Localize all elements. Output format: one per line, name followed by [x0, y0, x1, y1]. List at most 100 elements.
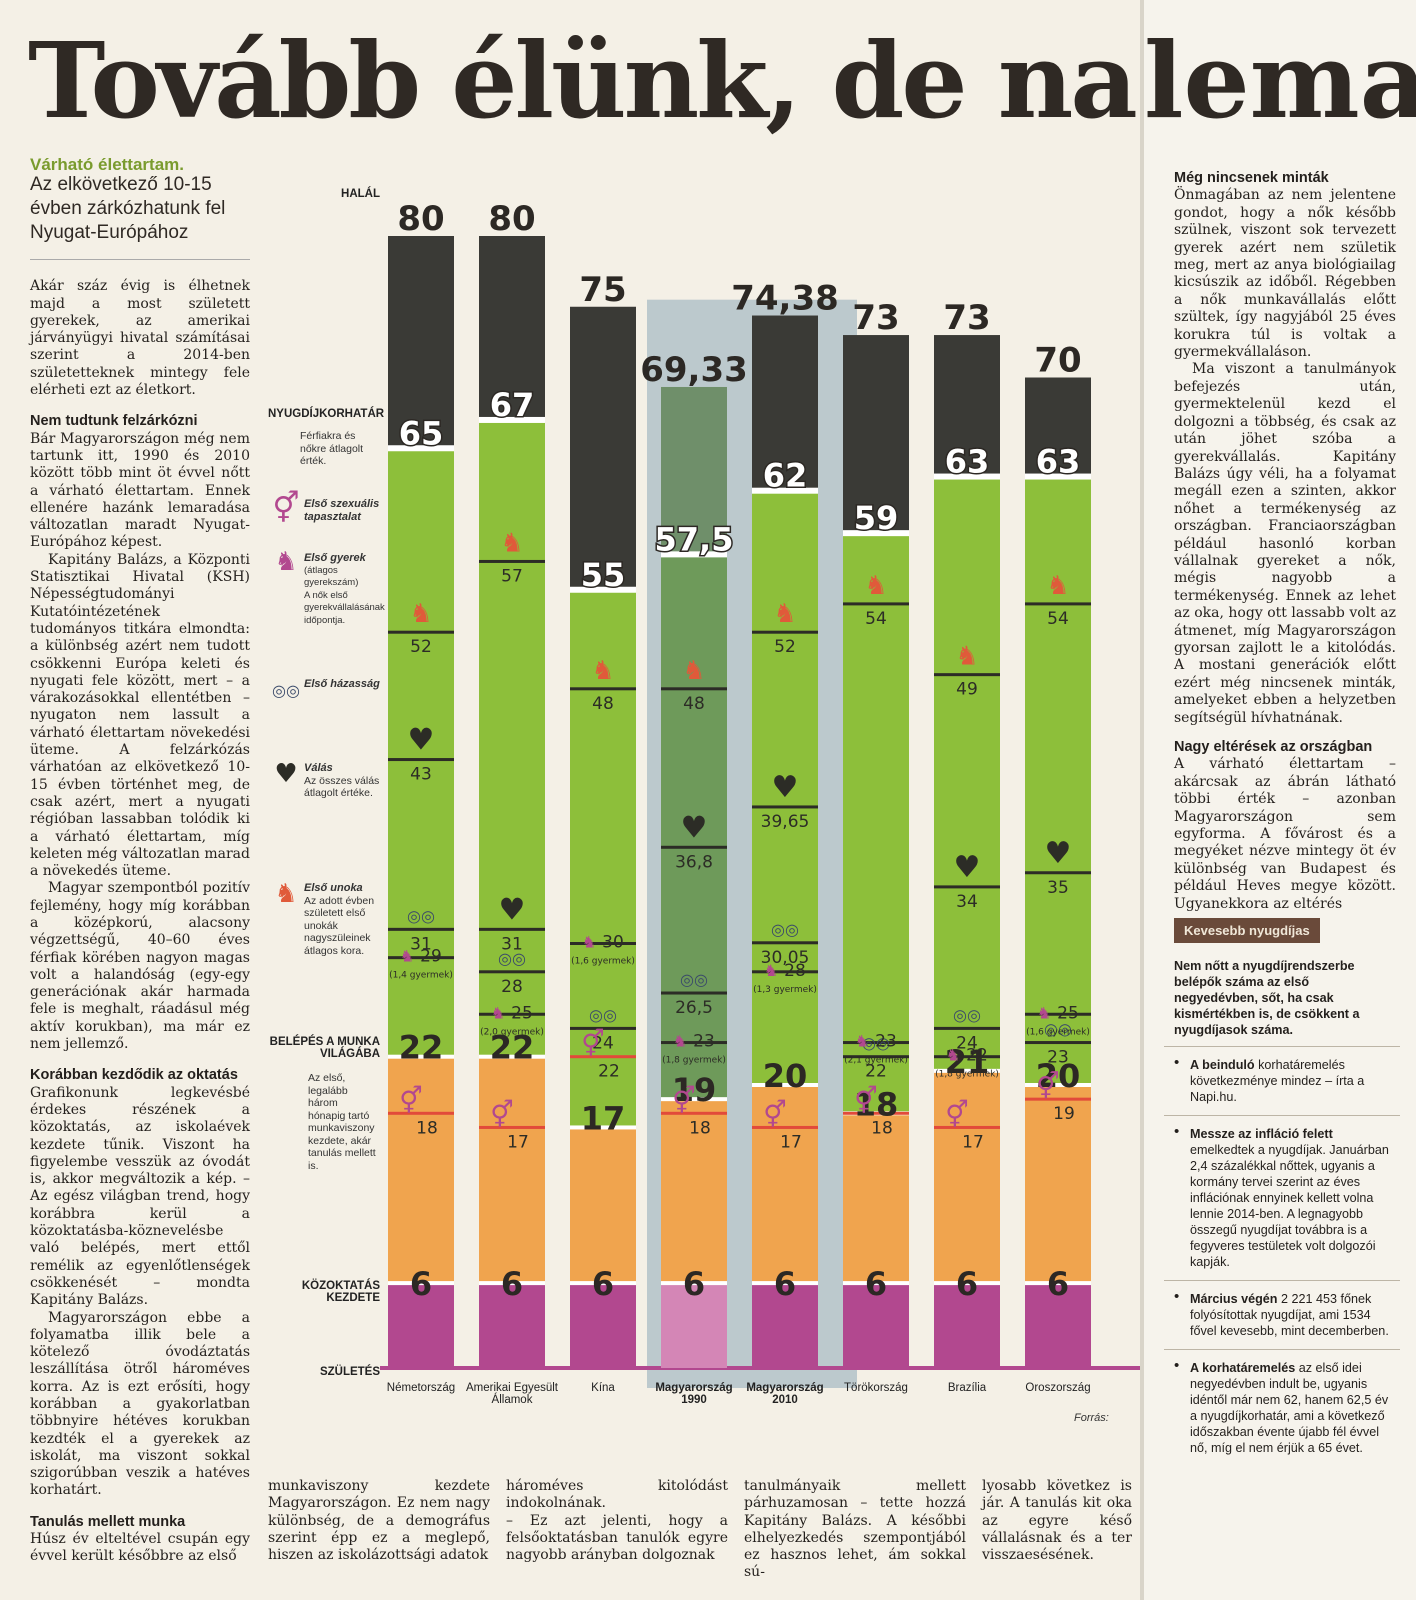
legend-stroller-icon: ♞ [274, 547, 297, 577]
country-label: Magyarország 2010 [746, 1382, 824, 1406]
country-label: Brazília [947, 1382, 987, 1394]
grandchild-label: 23 [693, 1032, 715, 1052]
grandchild-stroller-icon: ♞ [491, 1003, 505, 1022]
bar-segment-death [570, 306, 636, 590]
nyugdij-note: Férfiakra és nőkre átlagolt érték. [300, 430, 364, 467]
first-sex-line [1025, 1097, 1091, 1101]
first-sex-line [752, 1125, 818, 1129]
stroller-icon: ♞ [682, 656, 705, 686]
subheading: Korábban kezdődik az oktatás [30, 1067, 238, 1084]
first-child-line [1025, 602, 1091, 606]
bar-segment-death [934, 335, 1000, 477]
bar-segment-childhood [752, 1283, 818, 1368]
work-start-label: 18 [854, 1085, 899, 1123]
bar-segment-study [843, 1113, 909, 1284]
gender-icon: ⚥ [581, 1029, 604, 1060]
country-label: Magyarország 1990 [655, 1382, 733, 1406]
work-start-label: 17 [581, 1099, 626, 1137]
marriage-label: 24 [956, 1033, 978, 1053]
first-child-label: 48 [592, 694, 614, 714]
right-column: lemar Még nincsenek minták Önmagában az … [1140, 0, 1416, 1600]
death-age-label: 73 [852, 298, 899, 338]
work-separator [934, 1068, 1000, 1073]
first-child-label: 48 [683, 694, 705, 714]
paragraph: A várható élettartam – akárcsak az ábrán… [1174, 756, 1396, 912]
box-lead: Nem nőtt a nyugdíjrendszerbe belépők szá… [1174, 959, 1360, 1037]
first-child-line [843, 602, 909, 606]
marriage-line [752, 941, 818, 945]
broken-heart-icon: ♥ [681, 810, 708, 845]
bar-segment-study [661, 1099, 727, 1284]
marriage-line [843, 1055, 909, 1059]
grandchild-line [479, 1012, 545, 1016]
rings-icon: ◎◎ [953, 1005, 981, 1024]
divorce-line [752, 805, 818, 809]
marriage-line [479, 970, 545, 974]
stroller-icon: ♞ [1046, 571, 1069, 601]
bar-segment-childhood [570, 1283, 636, 1368]
bar-segment-childhood [661, 1283, 727, 1368]
death-age-label: 80 [488, 199, 535, 239]
grandchild-note: (1,6 gyermek) [571, 957, 635, 967]
box-bullet: Messze az infláció felett emelkedtek a n… [1164, 1115, 1400, 1280]
row-label-szuletes: SZÜLETÉS [319, 1366, 380, 1378]
grandchild-label: 25 [511, 1003, 533, 1023]
first-sex-label: 18 [689, 1118, 711, 1138]
row-label-kozoktatas: KÖZOKTATÁS KEZDETE [301, 1280, 380, 1304]
grandchild-line [1025, 1012, 1091, 1016]
divorce-line [934, 885, 1000, 889]
bottom-column-2: hároméves kitolódást indokolnának. – Ez … [506, 1478, 728, 1564]
bar-segment-working [934, 476, 1000, 1071]
paragraph: Önmagában az nem jelentene gondot, hogy … [1174, 187, 1396, 361]
marriage-line [570, 1026, 636, 1030]
grandchild-label: 29 [420, 947, 442, 967]
paragraph: Grafikonunk legkevésbé érdekes részének … [30, 1084, 250, 1309]
death-age-label: 74,38 [731, 279, 839, 319]
stroller-icon: ♞ [409, 599, 432, 629]
death-age-label: 80 [397, 199, 444, 239]
grandchild-stroller-icon: ♞ [673, 1032, 687, 1051]
marriage-label: 23 [1047, 1048, 1069, 1068]
subheading: Nem tudtunk felzárkózni [30, 413, 198, 430]
bar-segment-study [1025, 1085, 1091, 1284]
marriage-line [661, 991, 727, 995]
divorce-label: 31 [501, 934, 523, 954]
broken-heart-icon: ♥ [408, 723, 435, 758]
paragraph: Akár száz évig is élhetnek majd a most s… [30, 278, 250, 399]
grandchild-label: 22 [966, 1046, 988, 1066]
grandchild-line [843, 1041, 909, 1045]
bar-segment-study [570, 1127, 636, 1284]
first-sex-line [388, 1111, 454, 1115]
legend-grandchild-icon: ♞ [274, 879, 297, 909]
grandchild-line [570, 942, 636, 945]
work-separator [752, 1083, 818, 1087]
first-child-line [570, 687, 636, 691]
work-separator [570, 1125, 636, 1130]
work-separator [1025, 1083, 1091, 1087]
death-age-label: 75 [579, 270, 626, 310]
divorce-label: 34 [956, 892, 978, 912]
bar-segment-childhood [1025, 1283, 1091, 1368]
retirement-separator [570, 586, 636, 593]
stroller-icon: ♞ [864, 571, 887, 601]
divorce-label: 35 [1047, 878, 1069, 898]
legend-broken-heart-icon: ♥ [274, 759, 297, 789]
first-child-label: 54 [865, 609, 887, 629]
first-sex-label: 17 [780, 1132, 802, 1152]
right-body: Még nincsenek minták Önmagában az nem je… [1174, 170, 1396, 913]
work-separator [479, 1054, 545, 1059]
legend-item-child: Első gyerek (átlagos gyerekszám) A nők el… [304, 552, 385, 626]
retirement-separator [843, 530, 909, 537]
grandchild-stroller-icon: ♞ [764, 961, 778, 980]
legend-rings-icon: ◎◎ [272, 681, 300, 700]
divorce-line [661, 845, 727, 849]
deck: Az elkövetkező 10-15 évben zárkózhatunk … [30, 173, 250, 261]
legend-item-sex: Első szexuális tapasztalat [304, 498, 380, 523]
life-stages-chart: 80 65 22 6 52 ♞ 43 ♥ 31 ◎◎ 29 (1,4 gyermek) ♞ 18 ⚥ 80 67… [268, 150, 1140, 1480]
grandchild-note: (1,6 gyermek) [1026, 1027, 1090, 1037]
paragraph: Magyar szempontból pozitív fejlemény, ho… [30, 880, 250, 1053]
first-sex-line [661, 1111, 727, 1115]
school-start-label: 6 [865, 1265, 887, 1303]
bar-segment-study [752, 1085, 818, 1284]
